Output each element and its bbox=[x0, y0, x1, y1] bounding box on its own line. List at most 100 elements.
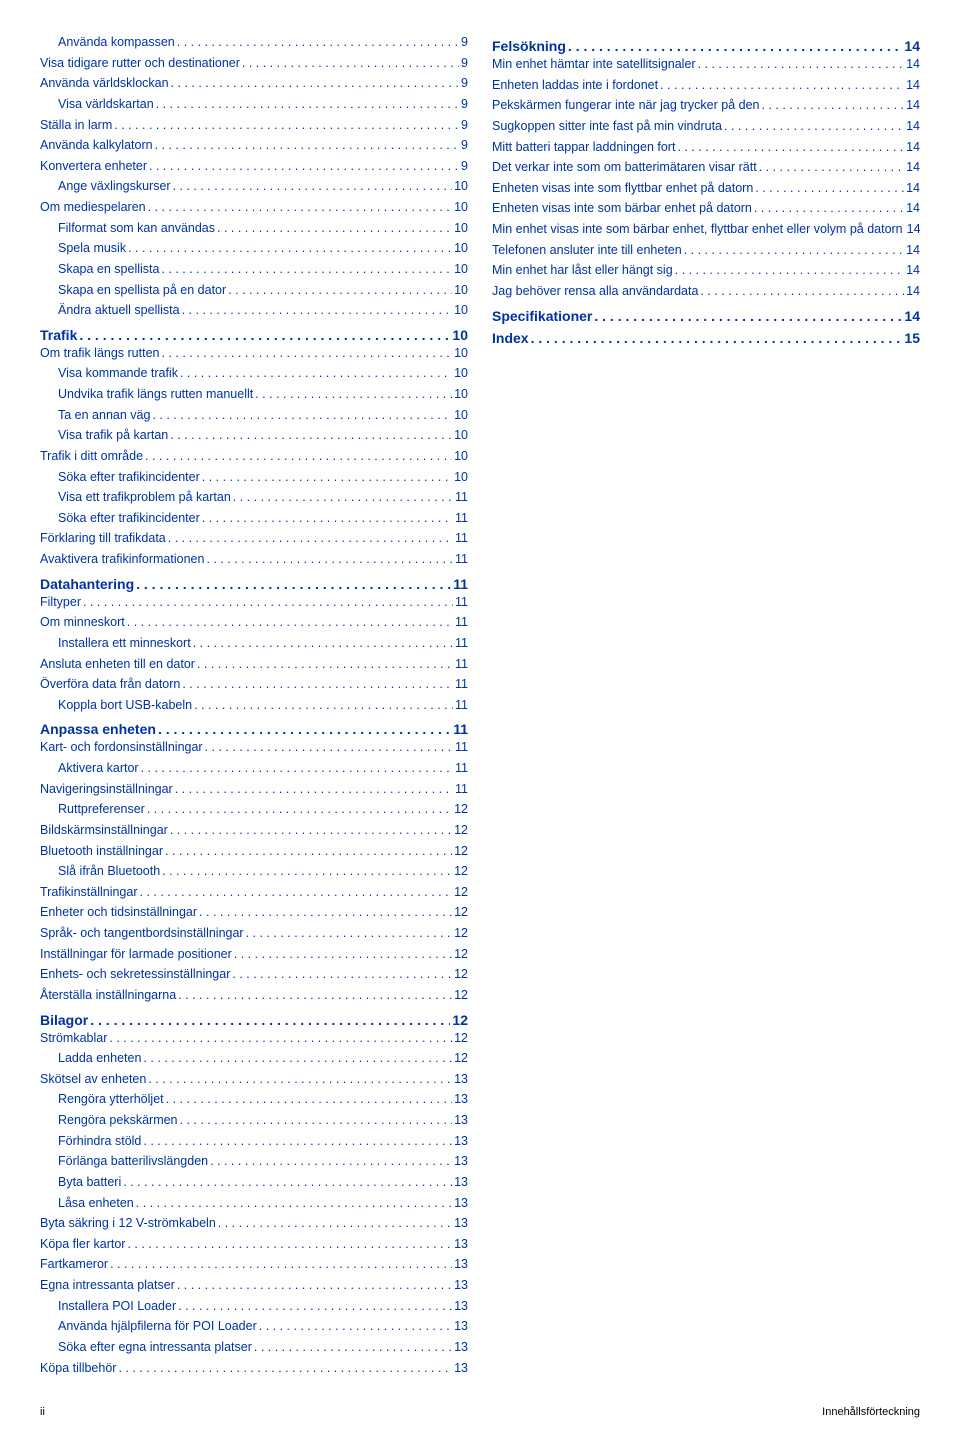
toc-entry[interactable]: Ställa in larm. . . . . . . . . . . . . … bbox=[40, 115, 468, 136]
toc-entry[interactable]: Ändra aktuell spellista. . . . . . . . .… bbox=[40, 300, 468, 321]
toc-entry-page: 10 bbox=[454, 363, 468, 384]
toc-leader-dots: . . . . . . . . . . . . . . . . . . . . … bbox=[148, 1069, 452, 1090]
toc-entry[interactable]: Felsökning. . . . . . . . . . . . . . . … bbox=[492, 38, 920, 54]
toc-entry[interactable]: Byta säkring i 12 V-strömkabeln. . . . .… bbox=[40, 1213, 468, 1234]
toc-entry-label: Ange växlingskurser bbox=[58, 176, 171, 197]
toc-entry[interactable]: Enheten laddas inte i fordonet. . . . . … bbox=[492, 75, 920, 96]
toc-entry[interactable]: Visa världskartan. . . . . . . . . . . .… bbox=[40, 94, 468, 115]
toc-entry[interactable]: Använda kalkylatorn. . . . . . . . . . .… bbox=[40, 135, 468, 156]
toc-entry[interactable]: Avaktivera trafikinformationen. . . . . … bbox=[40, 549, 468, 570]
toc-entry-label: Min enhet hämtar inte satellitsignaler bbox=[492, 54, 696, 75]
toc-entry[interactable]: Skötsel av enheten. . . . . . . . . . . … bbox=[40, 1069, 468, 1090]
toc-entry[interactable]: Undvika trafik längs rutten manuellt. . … bbox=[40, 384, 468, 405]
toc-entry[interactable]: Visa tidigare rutter och destinationer. … bbox=[40, 53, 468, 74]
toc-entry[interactable]: Installera POI Loader. . . . . . . . . .… bbox=[40, 1296, 468, 1317]
toc-entry[interactable]: Sugkoppen sitter inte fast på min vindru… bbox=[492, 116, 920, 137]
toc-entry[interactable]: Om mediespelaren. . . . . . . . . . . . … bbox=[40, 197, 468, 218]
toc-entry[interactable]: Min enhet har låst eller hängt sig. . . … bbox=[492, 260, 920, 281]
toc-entry[interactable]: Ta en annan väg. . . . . . . . . . . . .… bbox=[40, 405, 468, 426]
toc-entry[interactable]: Om trafik längs rutten. . . . . . . . . … bbox=[40, 343, 468, 364]
toc-entry-label: Byta säkring i 12 V-strömkabeln bbox=[40, 1213, 216, 1234]
toc-entry[interactable]: Navigeringsinställningar. . . . . . . . … bbox=[40, 779, 468, 800]
toc-entry[interactable]: Filformat som kan användas. . . . . . . … bbox=[40, 218, 468, 239]
toc-entry[interactable]: Söka efter trafikincidenter. . . . . . .… bbox=[40, 508, 468, 529]
toc-entry[interactable]: Bildskärmsinställningar. . . . . . . . .… bbox=[40, 820, 468, 841]
toc-entry-label: Använda hjälpfilerna för POI Loader bbox=[58, 1316, 257, 1337]
toc-entry[interactable]: Fartkameror. . . . . . . . . . . . . . .… bbox=[40, 1254, 468, 1275]
toc-entry[interactable]: Överföra data från datorn. . . . . . . .… bbox=[40, 674, 468, 695]
toc-entry[interactable]: Det verkar inte som om batterimätaren vi… bbox=[492, 157, 920, 178]
toc-entry[interactable]: Rengöra pekskärmen. . . . . . . . . . . … bbox=[40, 1110, 468, 1131]
toc-entry[interactable]: Visa ett trafikproblem på kartan. . . . … bbox=[40, 487, 468, 508]
toc-entry[interactable]: Jag behöver rensa alla användardata. . .… bbox=[492, 281, 920, 302]
toc-entry[interactable]: Skapa en spellista. . . . . . . . . . . … bbox=[40, 259, 468, 280]
toc-entry[interactable]: Skapa en spellista på en dator. . . . . … bbox=[40, 280, 468, 301]
toc-entry[interactable]: Bilagor. . . . . . . . . . . . . . . . .… bbox=[40, 1012, 468, 1028]
toc-entry-page: 11 bbox=[455, 508, 468, 529]
toc-entry[interactable]: Ange växlingskurser. . . . . . . . . . .… bbox=[40, 176, 468, 197]
toc-entry[interactable]: Trafik. . . . . . . . . . . . . . . . . … bbox=[40, 327, 468, 343]
toc-entry[interactable]: Trafik i ditt område. . . . . . . . . . … bbox=[40, 446, 468, 467]
toc-entry[interactable]: Köpa fler kartor. . . . . . . . . . . . … bbox=[40, 1234, 468, 1255]
toc-entry[interactable]: Strömkablar. . . . . . . . . . . . . . .… bbox=[40, 1028, 468, 1049]
toc-entry[interactable]: Pekskärmen fungerar inte när jag trycker… bbox=[492, 95, 920, 116]
toc-entry-page: 14 bbox=[906, 116, 920, 137]
toc-entry[interactable]: Datahantering. . . . . . . . . . . . . .… bbox=[40, 576, 468, 592]
toc-entry-page: 12 bbox=[452, 1012, 468, 1028]
toc-entry[interactable]: Inställningar för larmade positioner. . … bbox=[40, 944, 468, 965]
toc-entry[interactable]: Förhindra stöld. . . . . . . . . . . . .… bbox=[40, 1131, 468, 1152]
toc-entry[interactable]: Aktivera kartor. . . . . . . . . . . . .… bbox=[40, 758, 468, 779]
toc-entry[interactable]: Kart- och fordonsinställningar. . . . . … bbox=[40, 737, 468, 758]
toc-entry[interactable]: Visa trafik på kartan. . . . . . . . . .… bbox=[40, 425, 468, 446]
toc-entry[interactable]: Visa kommande trafik. . . . . . . . . . … bbox=[40, 363, 468, 384]
toc-entry[interactable]: Filtyper. . . . . . . . . . . . . . . . … bbox=[40, 592, 468, 613]
toc-entry[interactable]: Trafikinställningar. . . . . . . . . . .… bbox=[40, 882, 468, 903]
toc-entry[interactable]: Telefonen ansluter inte till enheten. . … bbox=[492, 240, 920, 261]
toc-entry-page: 10 bbox=[454, 238, 468, 259]
toc-entry[interactable]: Egna intressanta platser. . . . . . . . … bbox=[40, 1275, 468, 1296]
toc-entry[interactable]: Söka efter trafikincidenter. . . . . . .… bbox=[40, 467, 468, 488]
toc-entry[interactable]: Söka efter egna intressanta platser. . .… bbox=[40, 1337, 468, 1358]
toc-entry-label: Använda kalkylatorn bbox=[40, 135, 153, 156]
toc-entry[interactable]: Språk- och tangentbordsinställningar. . … bbox=[40, 923, 468, 944]
toc-entry-label: Förklaring till trafikdata bbox=[40, 528, 166, 549]
toc-entry[interactable]: Om minneskort. . . . . . . . . . . . . .… bbox=[40, 612, 468, 633]
toc-entry-label: Visa världskartan bbox=[58, 94, 154, 115]
toc-entry[interactable]: Återställa inställningarna. . . . . . . … bbox=[40, 985, 468, 1006]
toc-entry[interactable]: Specifikationer. . . . . . . . . . . . .… bbox=[492, 308, 920, 324]
toc-entry[interactable]: Enheter och tidsinställningar. . . . . .… bbox=[40, 902, 468, 923]
toc-entry[interactable]: Koppla bort USB-kabeln. . . . . . . . . … bbox=[40, 695, 468, 716]
toc-entry[interactable]: Mitt batteri tappar laddningen fort. . .… bbox=[492, 137, 920, 158]
toc-entry[interactable]: Slå ifrån Bluetooth. . . . . . . . . . .… bbox=[40, 861, 468, 882]
toc-entry[interactable]: Enhets- och sekretessinställningar. . . … bbox=[40, 964, 468, 985]
toc-entry[interactable]: Rengöra ytterhöljet. . . . . . . . . . .… bbox=[40, 1089, 468, 1110]
toc-entry[interactable]: Index. . . . . . . . . . . . . . . . . .… bbox=[492, 330, 920, 346]
toc-entry[interactable]: Köpa tillbehör. . . . . . . . . . . . . … bbox=[40, 1358, 468, 1379]
toc-entry-page: 12 bbox=[454, 1048, 468, 1069]
toc-entry[interactable]: Förklaring till trafikdata. . . . . . . … bbox=[40, 528, 468, 549]
toc-entry[interactable]: Använda kompassen. . . . . . . . . . . .… bbox=[40, 32, 468, 53]
toc-entry[interactable]: Spela musik. . . . . . . . . . . . . . .… bbox=[40, 238, 468, 259]
toc-entry[interactable]: Min enhet visas inte som bärbar enhet, f… bbox=[492, 219, 920, 240]
toc-entry[interactable]: Förlänga batterilivslängden. . . . . . .… bbox=[40, 1151, 468, 1172]
toc-entry[interactable]: Bluetooth inställningar. . . . . . . . .… bbox=[40, 841, 468, 862]
toc-leader-dots: . . . . . . . . . . . . . . . . . . . . … bbox=[755, 178, 904, 199]
toc-entry[interactable]: Min enhet hämtar inte satellitsignaler. … bbox=[492, 54, 920, 75]
toc-entry[interactable]: Enheten visas inte som flyttbar enhet på… bbox=[492, 178, 920, 199]
toc-entry-label: Ändra aktuell spellista bbox=[58, 300, 180, 321]
toc-leader-dots: . . . . . . . . . . . . . . . . . . . . … bbox=[127, 1234, 452, 1255]
toc-leader-dots: . . . . . . . . . . . . . . . . . . . . … bbox=[145, 446, 452, 467]
toc-entry[interactable]: Ruttpreferenser. . . . . . . . . . . . .… bbox=[40, 799, 468, 820]
toc-entry-page: 9 bbox=[461, 53, 468, 74]
toc-entry[interactable]: Ansluta enheten till en dator. . . . . .… bbox=[40, 654, 468, 675]
toc-entry[interactable]: Installera ett minneskort. . . . . . . .… bbox=[40, 633, 468, 654]
toc-entry-page: 13 bbox=[454, 1172, 468, 1193]
toc-entry[interactable]: Enheten visas inte som bärbar enhet på d… bbox=[492, 198, 920, 219]
toc-entry[interactable]: Använda världsklockan. . . . . . . . . .… bbox=[40, 73, 468, 94]
toc-entry[interactable]: Ladda enheten. . . . . . . . . . . . . .… bbox=[40, 1048, 468, 1069]
toc-entry[interactable]: Anpassa enheten. . . . . . . . . . . . .… bbox=[40, 721, 468, 737]
toc-entry[interactable]: Konvertera enheter. . . . . . . . . . . … bbox=[40, 156, 468, 177]
toc-entry[interactable]: Byta batteri. . . . . . . . . . . . . . … bbox=[40, 1172, 468, 1193]
toc-entry[interactable]: Använda hjälpfilerna för POI Loader. . .… bbox=[40, 1316, 468, 1337]
toc-entry[interactable]: Låsa enheten. . . . . . . . . . . . . . … bbox=[40, 1193, 468, 1214]
